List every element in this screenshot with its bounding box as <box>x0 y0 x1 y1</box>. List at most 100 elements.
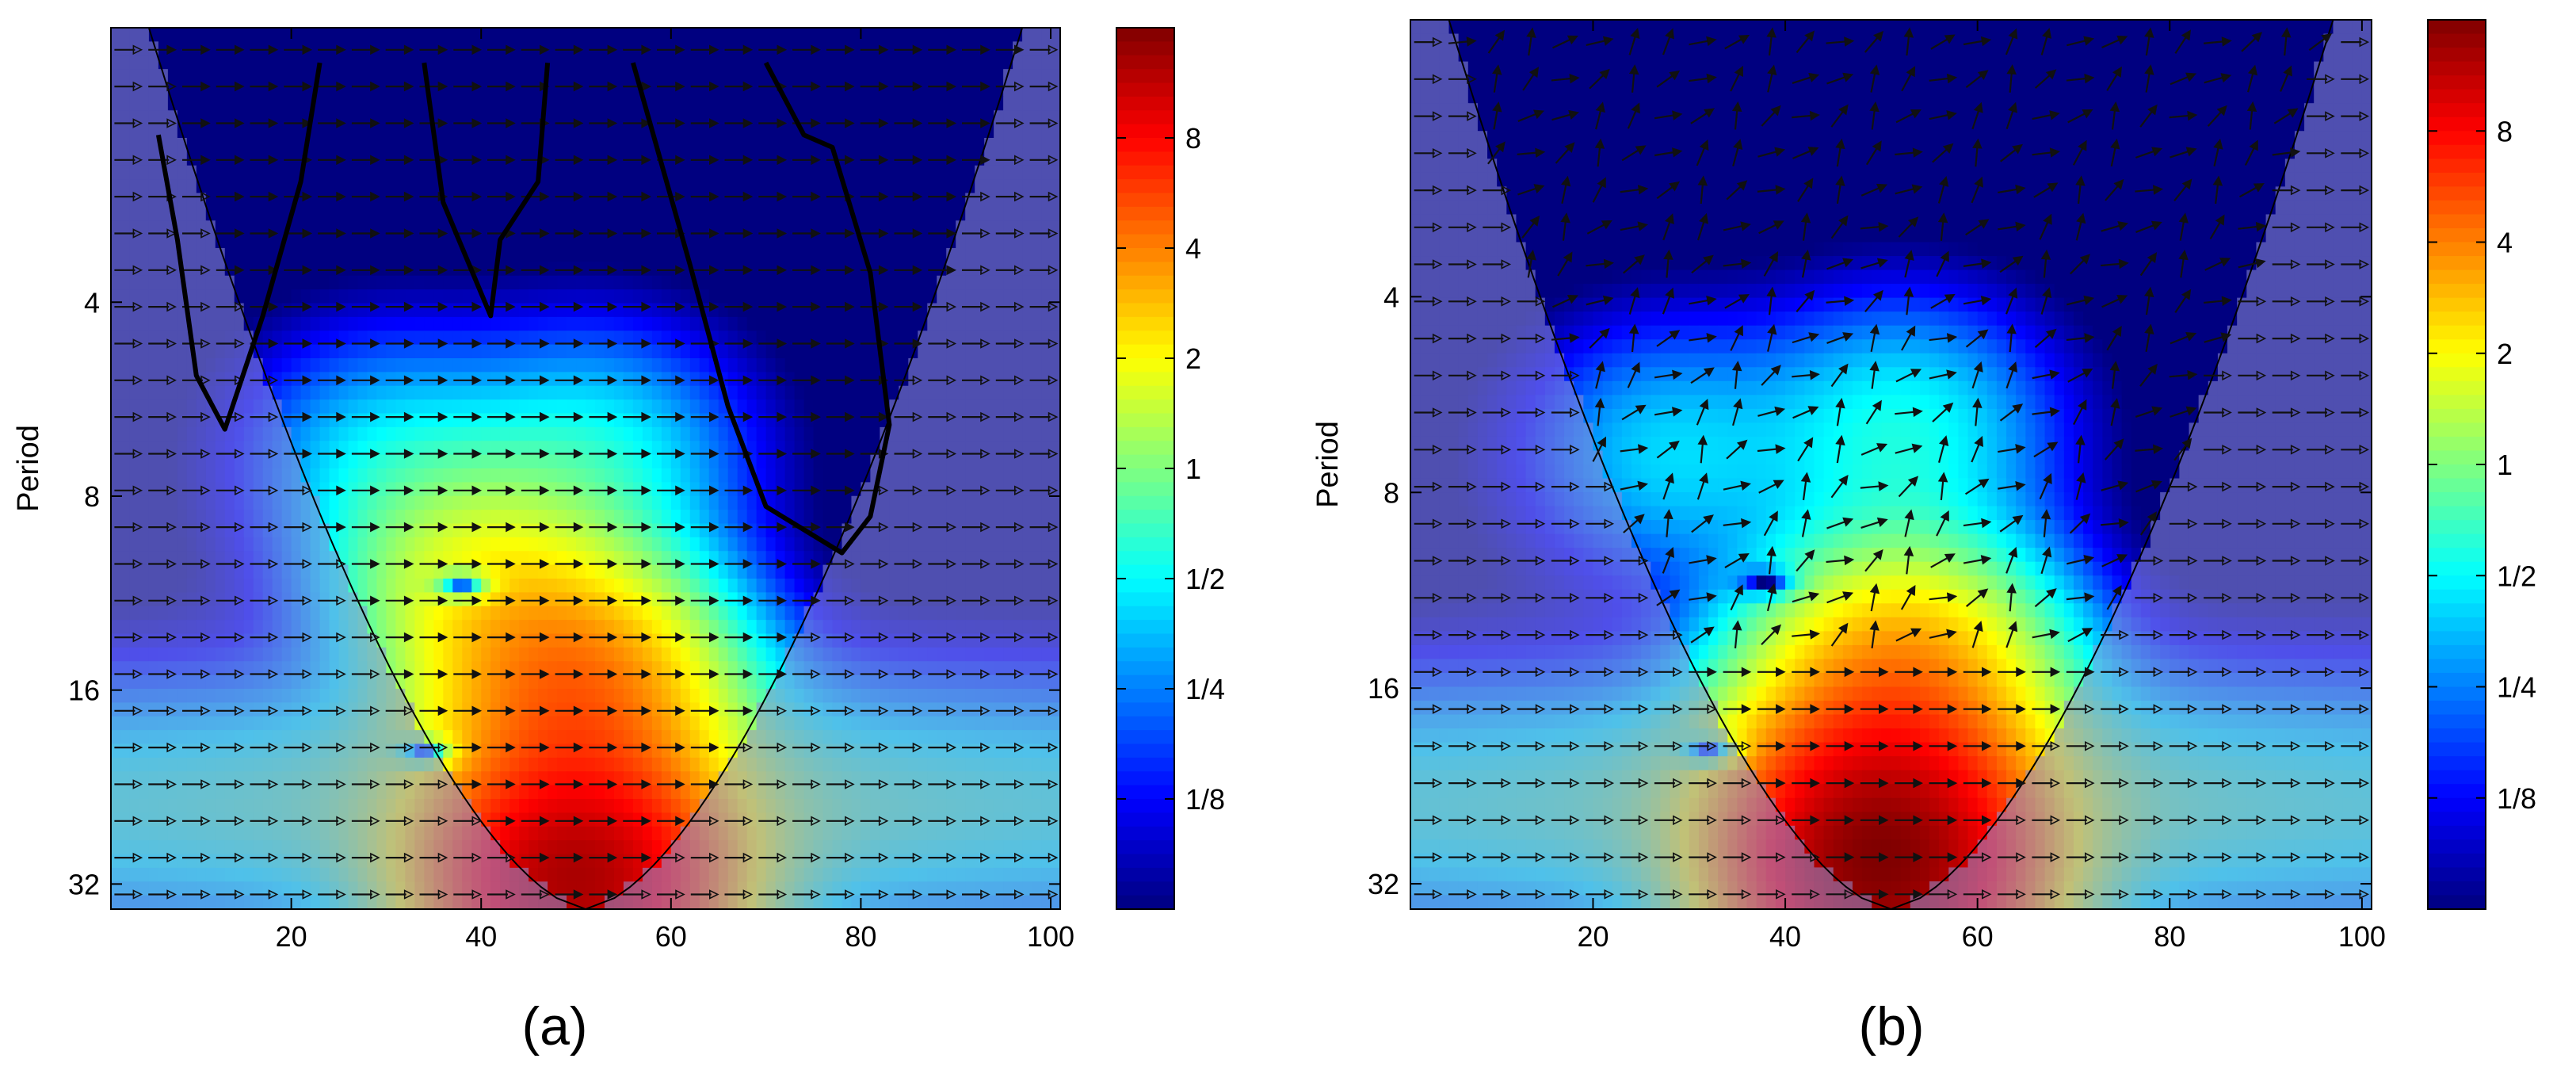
heatmap-cell <box>338 426 349 441</box>
heatmap-cell <box>642 206 653 221</box>
heatmap-cell <box>471 468 482 483</box>
heatmap-cell <box>205 289 216 304</box>
heatmap-cell <box>186 482 197 497</box>
heatmap-cell <box>158 647 169 662</box>
heatmap-cell <box>927 344 937 359</box>
heatmap-cell <box>765 41 777 56</box>
heatmap-cell <box>253 110 264 125</box>
heatmap-cell <box>196 248 207 262</box>
heatmap-cell <box>158 248 169 262</box>
heatmap-cell <box>548 647 558 662</box>
heatmap-cell <box>243 69 254 84</box>
heatmap-cell <box>727 702 738 717</box>
heatmap-cell <box>956 96 966 111</box>
heatmap-cell <box>1013 413 1023 428</box>
heatmap-cell <box>567 275 577 290</box>
heatmap-cell <box>215 289 226 304</box>
heatmap-cell <box>357 110 368 125</box>
heatmap-cell <box>822 206 834 221</box>
heatmap-cell <box>158 620 169 635</box>
heatmap-cell <box>927 385 937 400</box>
heatmap-cell <box>1022 275 1032 290</box>
heatmap-cell <box>186 592 197 607</box>
heatmap-cell <box>186 702 197 717</box>
heatmap-cell <box>148 151 159 166</box>
heatmap-cell <box>613 206 624 221</box>
heatmap-cell <box>148 564 159 579</box>
heatmap-cell <box>946 468 956 483</box>
heatmap-cell <box>500 510 510 525</box>
heatmap-cell <box>889 358 899 373</box>
heatmap-cell <box>794 674 805 690</box>
heatmap-cell <box>718 702 729 717</box>
heatmap-cell <box>918 69 928 84</box>
heatmap-cell <box>670 275 681 290</box>
heatmap-cell <box>395 41 406 56</box>
heatmap-cell <box>889 28 899 42</box>
heatmap-cell <box>452 454 463 469</box>
heatmap-cell <box>234 96 245 111</box>
heatmap-cell <box>186 275 197 290</box>
heatmap-cell <box>196 289 207 304</box>
heatmap-cell <box>803 96 815 111</box>
heatmap-cell <box>395 206 406 221</box>
heatmap-cell <box>851 262 862 277</box>
heatmap-cell <box>424 151 434 166</box>
heatmap-cell <box>567 689 577 703</box>
heatmap-cell <box>689 468 700 483</box>
heatmap-cell <box>699 41 710 56</box>
heatmap-cell <box>623 510 634 525</box>
heatmap-cell <box>708 248 719 262</box>
heatmap-cell <box>699 234 710 249</box>
heatmap-cell <box>310 537 321 552</box>
heatmap-cell <box>471 579 482 593</box>
heatmap-cell <box>139 482 150 497</box>
heatmap-cell <box>300 537 311 552</box>
heatmap-cell <box>557 358 567 373</box>
heatmap-cell <box>956 468 966 483</box>
heatmap-cell <box>186 468 197 483</box>
heatmap-cell <box>737 606 748 621</box>
heatmap-cell <box>832 413 843 428</box>
heatmap-cell <box>557 41 567 56</box>
heatmap-cell <box>272 28 283 42</box>
heatmap-cell <box>813 606 824 621</box>
heatmap-cell <box>718 151 729 166</box>
heatmap-cell <box>490 647 501 662</box>
heatmap-cell <box>746 344 758 359</box>
heatmap-cell <box>557 179 567 194</box>
heatmap-cell <box>984 661 994 676</box>
heatmap-cell <box>746 69 758 84</box>
heatmap-cell <box>822 289 834 304</box>
heatmap-cell <box>310 372 321 387</box>
heatmap-cell <box>889 41 899 56</box>
heatmap-cell <box>129 124 140 139</box>
heatmap-cell <box>395 96 406 111</box>
heatmap-cell <box>120 138 131 152</box>
heatmap-cell <box>272 55 283 70</box>
heatmap-cell <box>281 454 292 469</box>
heatmap-cell <box>262 620 273 635</box>
heatmap-cell <box>623 385 634 400</box>
heatmap-cell <box>956 275 966 290</box>
heatmap-cell <box>1003 454 1013 469</box>
heatmap-cell <box>994 110 1004 125</box>
heatmap-cell <box>918 96 928 111</box>
heatmap-cell <box>129 234 140 249</box>
heatmap-cell <box>567 96 577 111</box>
heatmap-cell <box>177 426 188 441</box>
heatmap-cell <box>509 289 520 304</box>
heatmap-cell <box>651 55 662 70</box>
heatmap-cell <box>357 399 368 415</box>
heatmap-cell <box>727 193 738 208</box>
heatmap-cell <box>851 702 862 717</box>
heatmap-cell <box>519 620 529 635</box>
heatmap-cell <box>765 316 777 331</box>
heatmap-cell <box>1003 124 1013 139</box>
heatmap-cell <box>215 138 226 152</box>
heatmap-cell <box>433 510 444 525</box>
heatmap-cell <box>937 234 947 249</box>
heatmap-cell <box>386 151 396 166</box>
heatmap-cell <box>899 234 909 249</box>
